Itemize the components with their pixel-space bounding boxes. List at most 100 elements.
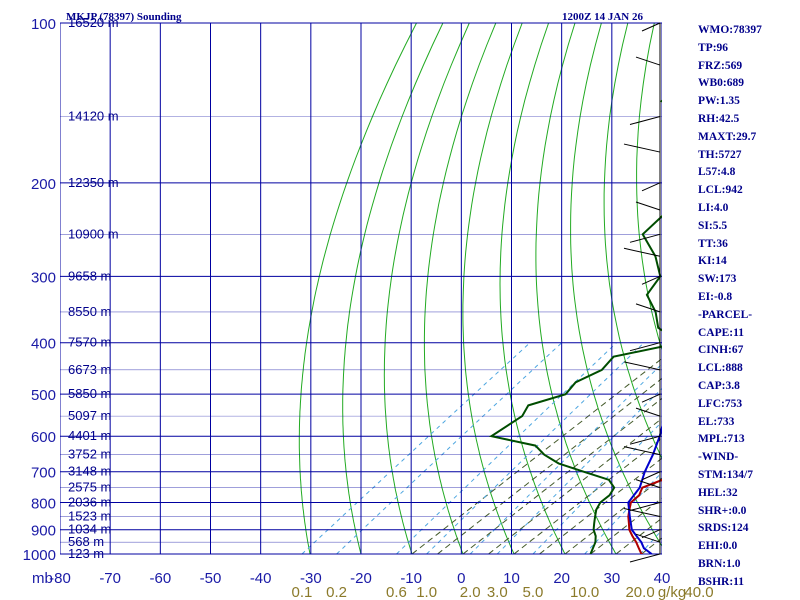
dry-adiabat <box>342 23 444 554</box>
index-item: STM:134/7 <box>698 468 753 481</box>
index-item: BRN:1.0 <box>698 557 741 570</box>
wind-barb <box>623 143 661 153</box>
index-item: L57:4.8 <box>698 166 736 179</box>
dry-adiabat <box>499 23 566 554</box>
wind-barb <box>635 479 661 489</box>
dry-adiabat <box>298 23 417 554</box>
height-label: 1034 m <box>68 522 111 537</box>
wind-barb <box>629 502 661 512</box>
index-item: LCL:888 <box>698 362 743 375</box>
index-item: FRZ:569 <box>698 59 743 72</box>
index-item: EL:733 <box>698 415 735 428</box>
temperature-tick-label: 40 <box>654 570 671 587</box>
index-item: WMO:78397 <box>698 24 762 36</box>
stability-indices-panel: WMO:78397 TP:96 FRZ:569 WB0:689 PW:1.35 RH:42… <box>698 22 800 592</box>
wind-barb <box>623 361 661 371</box>
temperature-tick-label: -10 <box>400 570 422 587</box>
moist-adiabat <box>564 477 662 554</box>
moist-adiabat <box>615 517 662 554</box>
mixing-ratio-tick-label: 10.0 <box>570 584 599 600</box>
height-label: 5097 m <box>68 408 111 423</box>
height-label: 6673 m <box>68 362 111 377</box>
index-item: EI:-0.8 <box>698 290 733 303</box>
moist-adiabat <box>539 457 662 554</box>
temperature-tick-label: -70 <box>99 570 121 587</box>
pressure-tick-label: 500 <box>31 387 56 404</box>
height-label: 10900 m <box>68 226 119 241</box>
mixing-ratio-tick-label: 0.6 <box>386 584 407 600</box>
dry-adiabat <box>423 23 497 554</box>
pressure-tick-label: 900 <box>31 523 56 540</box>
index-item: WB0:689 <box>698 77 744 90</box>
index-item: SI:5.5 <box>698 219 728 232</box>
temperature-tick-label: -60 <box>149 570 171 587</box>
pressure-tick-label: 700 <box>31 465 56 482</box>
height-label: 2036 m <box>68 495 111 510</box>
dry-adiabat <box>603 23 662 460</box>
mixing-ratio-tick-label: 0.1 <box>292 584 313 600</box>
dry-adiabat <box>636 23 662 352</box>
height-label: 12350 m <box>68 175 119 190</box>
dry-adiabat <box>383 23 470 554</box>
height-label: 14120 m <box>68 109 119 124</box>
index-item: PW:1.35 <box>698 95 740 108</box>
height-label: 5850 m <box>68 386 111 401</box>
mixing-ratio-tick-label: 0.2 <box>326 584 347 600</box>
wind-barb <box>623 508 661 518</box>
chart-title: MKJP (78397) Sounding <box>66 11 182 23</box>
wind-barb <box>629 342 661 352</box>
index-item: SRDS:124 <box>698 522 749 535</box>
index-item: EHI:0.0 <box>698 540 738 553</box>
temperature-tick-label: -40 <box>250 570 272 587</box>
temperature-tick-label: -30 <box>300 570 322 587</box>
index-item: MPL:713 <box>698 433 745 446</box>
height-label: 123 m <box>68 546 104 561</box>
height-label: 9658 m <box>68 268 111 283</box>
index-item: TH:5727 <box>698 148 742 161</box>
wind-barb <box>629 553 661 563</box>
mixing-ratio-tick-label: 20.0 <box>625 584 654 600</box>
wind-barb <box>641 471 661 481</box>
mixing-ratio-tick-label: 2.0 <box>460 584 481 600</box>
temperature-tick-label: -80 <box>49 570 71 587</box>
isotherms <box>60 23 662 554</box>
index-item: BSHR:11 <box>698 575 745 588</box>
index-item: CINH:67 <box>698 344 744 357</box>
mixing-ratio-line <box>336 342 563 554</box>
index-item: LFC:753 <box>698 397 743 410</box>
mixing-ratio-unit-label: g/kg <box>658 584 686 600</box>
pressure-tick-label: 400 <box>31 336 56 353</box>
mixing-ratio-tick-label: 1.0 <box>416 584 437 600</box>
index-item: -WIND- <box>698 451 739 464</box>
mixing-ratio-line <box>469 363 662 554</box>
wind-barb <box>635 56 661 66</box>
index-item: MAXT:29.7 <box>698 130 757 143</box>
height-label: 8550 m <box>68 304 111 319</box>
index-item: -PARCEL- <box>698 308 753 321</box>
moist-adiabat <box>513 437 662 554</box>
height-label: 3752 m <box>68 447 111 462</box>
pressure-unit-label: mb <box>32 570 53 587</box>
pressure-tick-label: 200 <box>31 176 56 193</box>
pressure-tick-label: 1000 <box>23 547 56 564</box>
index-item: SHR+:0.0 <box>698 504 747 517</box>
height-label: 4401 m <box>68 428 111 443</box>
index-item: LCL:942 <box>698 184 743 197</box>
dry-adiabat <box>570 23 662 547</box>
height-label: 7570 m <box>68 335 111 350</box>
wind-barb <box>641 275 661 285</box>
wind-barb <box>641 182 661 192</box>
index-item: CAP:3.8 <box>698 379 740 392</box>
index-item: LI:4.0 <box>698 201 729 214</box>
wind-barb-column <box>623 22 661 563</box>
index-item: KI:14 <box>698 255 727 268</box>
wind-barb <box>635 303 661 313</box>
index-item: CAPE:11 <box>698 326 744 339</box>
wind-barb <box>623 446 661 456</box>
wind-barb <box>635 407 661 417</box>
pressure-tick-label: 600 <box>31 429 56 446</box>
moist-adiabat <box>590 497 662 554</box>
height-label: 568 m <box>68 534 104 549</box>
wind-barb <box>641 529 661 539</box>
